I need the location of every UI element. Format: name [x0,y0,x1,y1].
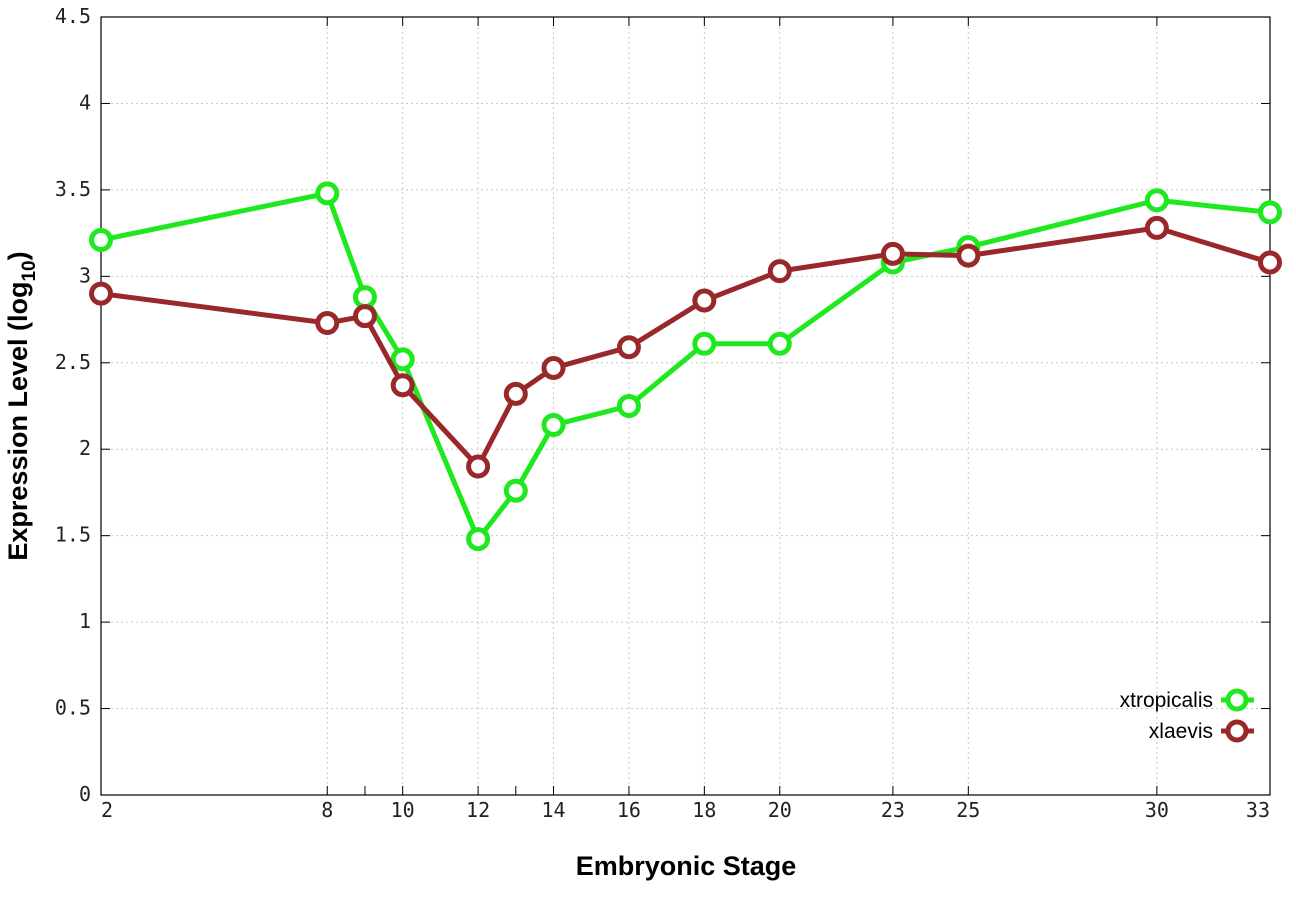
y-axis-title-main: Expression Level (log [3,282,33,561]
data-point-xtropicalis [692,331,717,356]
legend-marker-xlaevis [1225,719,1249,743]
y-tick-label: 3 [79,263,91,287]
data-point-xtropicalis [1258,200,1282,225]
y-tick-label: 4.5 [55,4,91,28]
y-tick-label: 1 [79,609,91,633]
legend-label-xlaevis: xlaevis [1149,720,1213,743]
data-point-xlaevis [315,311,340,336]
x-tick-label: 8 [321,798,333,822]
x-tick-label: 14 [541,798,565,822]
y-tick-label: 0 [79,782,91,806]
data-point-xlaevis [880,241,905,266]
y-tick-label: 4 [79,90,91,114]
data-point-xlaevis [503,381,528,406]
y-tick-label: 0.5 [55,696,91,720]
x-tick-label: 12 [466,798,490,822]
x-tick-label: 20 [768,798,792,822]
data-point-xlaevis [352,304,377,329]
series-line-xlaevis [100,225,1271,470]
y-tick-label: 1.5 [55,523,91,547]
data-point-xtropicalis [466,527,491,552]
data-point-xlaevis [692,288,717,313]
data-point-xlaevis [466,454,491,479]
data-point-xtropicalis [315,181,340,206]
x-tick-label: 23 [881,798,905,822]
data-point-xtropicalis [503,478,528,503]
series-line-xtropicalis [100,190,1271,542]
data-point-xtropicalis [541,413,566,438]
series-xlaevis [89,215,1282,479]
data-point-xtropicalis [1144,188,1169,213]
legend-marker-xtropicalis [1225,688,1249,712]
y-axis-title-end: ) [3,251,33,260]
legend-entry-xtropicalis: xtropicalis [1120,688,1254,712]
data-point-xtropicalis [767,331,792,356]
axis-ticks: 0 0.5 1 1.5 2 2.5 3 3.5 4 4.5 2 8 10 12 14 16 18 20 23 25 30… [55,4,1271,822]
x-tick-label: 33 [1246,798,1270,822]
data-point-xlaevis [616,335,641,360]
x-tick-label: 10 [391,798,415,822]
data-point-xtropicalis [89,228,113,253]
x-axis-title: Embryonic Stage [576,851,797,881]
legend: xtropicalis xlaevis [1120,688,1254,743]
grid [101,17,1270,795]
y-axis-title: Expression Level (log10) [3,251,40,560]
legend-entry-xlaevis: xlaevis [1149,719,1254,743]
data-point-xlaevis [767,259,792,284]
data-point-xtropicalis [352,285,377,310]
x-tick-label: 2 [101,798,113,822]
data-point-xtropicalis [390,347,415,372]
data-point-xlaevis [1144,215,1169,240]
x-tick-label: 25 [956,798,980,822]
data-point-xlaevis [1258,250,1282,275]
x-tick-label: 30 [1145,798,1169,822]
series-layer [89,181,1282,552]
y-axis-title-subscript: 10 [19,260,40,281]
data-point-xlaevis [390,373,415,398]
data-point-xlaevis [956,243,981,268]
y-tick-label: 2.5 [55,350,91,374]
y-tick-label: 2 [79,436,91,460]
data-point-xlaevis [541,355,566,380]
x-tick-label: 18 [692,798,716,822]
legend-label-xtropicalis: xtropicalis [1120,689,1213,712]
data-point-xtropicalis [616,394,641,418]
plot-frame [100,16,1271,796]
y-tick-label: 3.5 [55,177,91,201]
data-point-xlaevis [89,281,113,306]
x-tick-label: 16 [617,798,641,822]
